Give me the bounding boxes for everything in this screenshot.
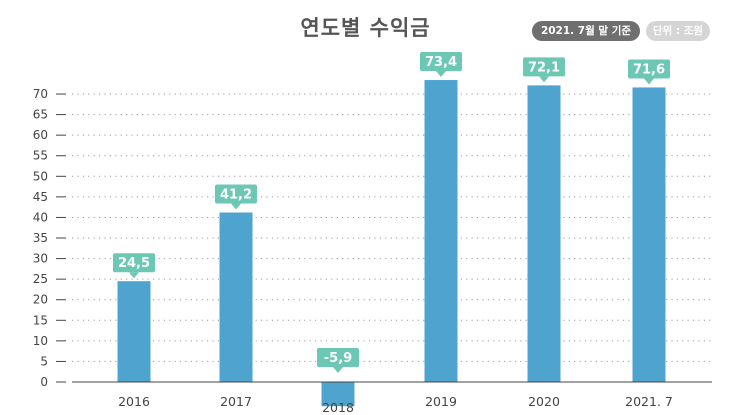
y-tick-label: 5 bbox=[40, 354, 48, 368]
y-tick-label: 50 bbox=[33, 169, 48, 183]
y-tick-label: 35 bbox=[33, 231, 48, 245]
bar bbox=[117, 281, 151, 382]
y-tick-label: 10 bbox=[33, 334, 48, 348]
y-tick-label: 30 bbox=[33, 252, 48, 266]
chart-title: 연도별 수익금 bbox=[300, 16, 431, 40]
bar bbox=[632, 87, 666, 383]
data-label: 24,5 bbox=[118, 256, 150, 271]
data-label-pointer bbox=[436, 71, 446, 78]
data-label-pointer bbox=[539, 76, 549, 83]
data-label-box bbox=[113, 253, 155, 273]
category-label: 2018 bbox=[322, 400, 354, 415]
data-label-pointer bbox=[644, 78, 654, 85]
category-label: 2016 bbox=[118, 394, 150, 409]
data-label-pointer bbox=[333, 367, 343, 373]
y-tick-label: 60 bbox=[33, 128, 48, 142]
y-tick-label: 55 bbox=[33, 149, 48, 163]
date-badge: 2021. 7월 말 기준 bbox=[532, 21, 640, 41]
data-label: -5,9 bbox=[324, 351, 352, 366]
y-tick-label: 40 bbox=[33, 210, 48, 224]
y-tick-label: 20 bbox=[33, 293, 48, 307]
y-tick-label: 15 bbox=[33, 313, 48, 327]
y-tick-label: 70 bbox=[33, 87, 48, 101]
y-tick-label: 65 bbox=[33, 108, 48, 122]
data-label-pointer bbox=[231, 203, 241, 210]
data-label: 71,6 bbox=[633, 62, 665, 77]
bar bbox=[219, 212, 253, 382]
data-label-box bbox=[628, 59, 670, 79]
data-label: 72,1 bbox=[528, 60, 560, 75]
unit-badge: 단위 : 조원 bbox=[646, 21, 710, 41]
category-label: 2021. 7 bbox=[625, 394, 673, 409]
category-label: 2019 bbox=[425, 394, 457, 409]
bar bbox=[424, 80, 458, 382]
data-label-box bbox=[317, 348, 359, 367]
y-tick-label: 45 bbox=[33, 190, 48, 204]
category-label: 2017 bbox=[220, 394, 252, 409]
data-label: 41,2 bbox=[220, 188, 252, 203]
data-label: 73,4 bbox=[425, 55, 457, 70]
data-label-box bbox=[215, 184, 257, 204]
y-tick-label: 0 bbox=[40, 375, 48, 389]
data-label-box bbox=[523, 57, 565, 77]
data-label-pointer bbox=[129, 272, 139, 279]
data-label-box bbox=[420, 52, 462, 72]
bar bbox=[527, 85, 561, 382]
bar bbox=[321, 382, 355, 407]
category-label: 2020 bbox=[528, 394, 560, 409]
y-tick-label: 25 bbox=[33, 272, 48, 286]
